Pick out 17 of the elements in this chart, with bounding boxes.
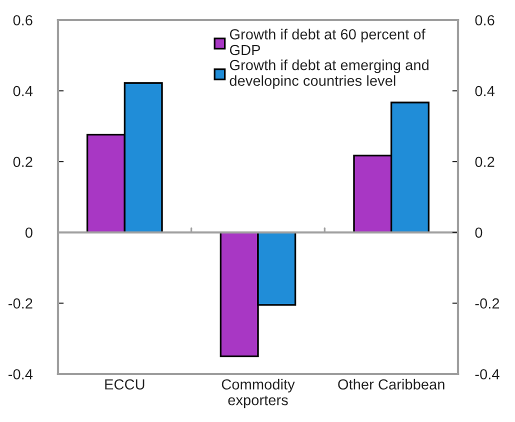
legend-label: Growth if debt at 60 percent of GDP (230, 28, 426, 56)
y2-tick-label: 0.2 (475, 156, 494, 168)
x-tick-label: Other Caribbean (338, 378, 444, 390)
y2-tick-label: -0.2 (475, 298, 500, 309)
y-tick-label: -0.2 (8, 298, 32, 309)
y2-tick-label: 0 (475, 228, 482, 238)
legend-label: Growth if debt at emerging and developinc countries level (230, 60, 428, 89)
y-tick-label: -0.4 (8, 369, 33, 380)
y2-tick-label: 0.6 (475, 15, 494, 26)
y-tick-label: 0 (25, 228, 32, 238)
y-tick-label: 0.4 (13, 86, 33, 96)
x-tick-label: ECCU (105, 379, 144, 390)
y-tick-label: 0.2 (13, 156, 32, 168)
y2-tick-label: 0.4 (475, 86, 495, 96)
y-tick-label: 0.6 (13, 15, 32, 26)
y2-tick-label: -0.4 (475, 369, 500, 380)
x-tick-label: Commodity exporters (222, 378, 295, 408)
